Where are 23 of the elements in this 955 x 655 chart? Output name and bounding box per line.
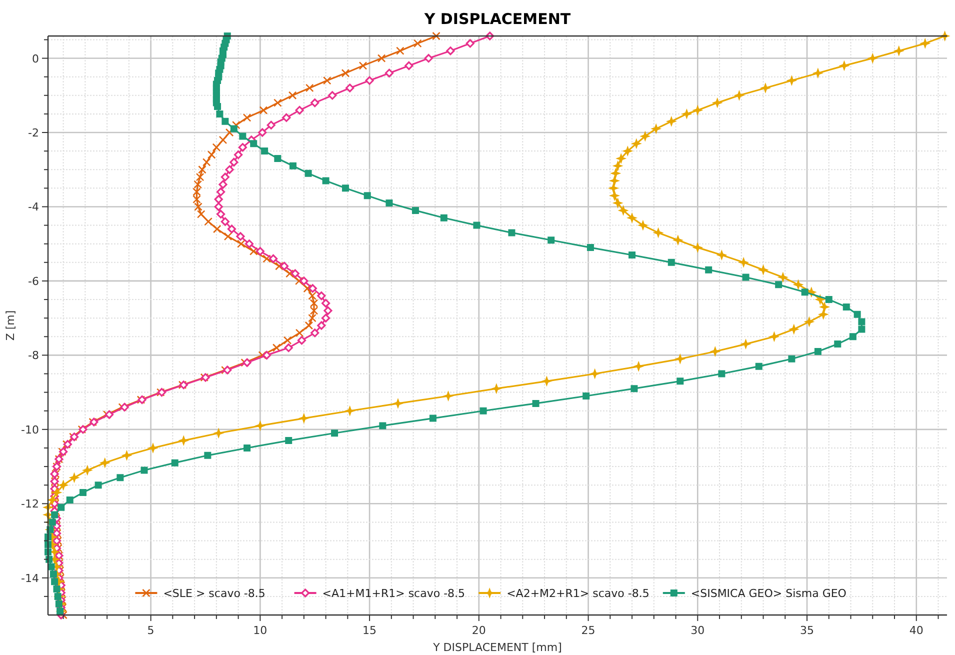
y-tick-label: -14 (21, 572, 39, 585)
x-tick-label: 10 (253, 624, 268, 637)
x-tick-label: 30 (690, 624, 705, 637)
legend-label: <SISMICA GEO> Sisma GEO (690, 587, 847, 600)
legend-label: <A2+M2+R1> scavo -8.5 (506, 587, 650, 600)
y-tick-label: -10 (21, 423, 39, 436)
y-tick-label: 0 (32, 52, 39, 66)
x-tick-label: 5 (147, 624, 154, 637)
y-tick-label: -8 (28, 349, 39, 362)
y-tick-label: -6 (28, 274, 39, 288)
x-tick-label: 35 (800, 624, 814, 637)
legend-label: <A1+M1+R1> scavo -8.5 (322, 587, 466, 600)
legend-label: <SLE > scavo -8.5 (163, 587, 266, 600)
x-tick-label: 15 (362, 624, 377, 637)
y-tick-label: -4 (28, 200, 39, 214)
y-tick-label: -12 (21, 498, 39, 511)
x-tick-label: 20 (472, 624, 486, 637)
x-axis-title: Y DISPLACEMENT [mm] (432, 641, 562, 654)
y-axis-title: Z [m] (4, 310, 17, 341)
y-tick-label: -2 (28, 126, 39, 140)
x-tick-label: 40 (909, 624, 924, 637)
x-tick-label: 25 (581, 624, 596, 637)
chart-title: Y DISPLACEMENT (423, 10, 572, 28)
